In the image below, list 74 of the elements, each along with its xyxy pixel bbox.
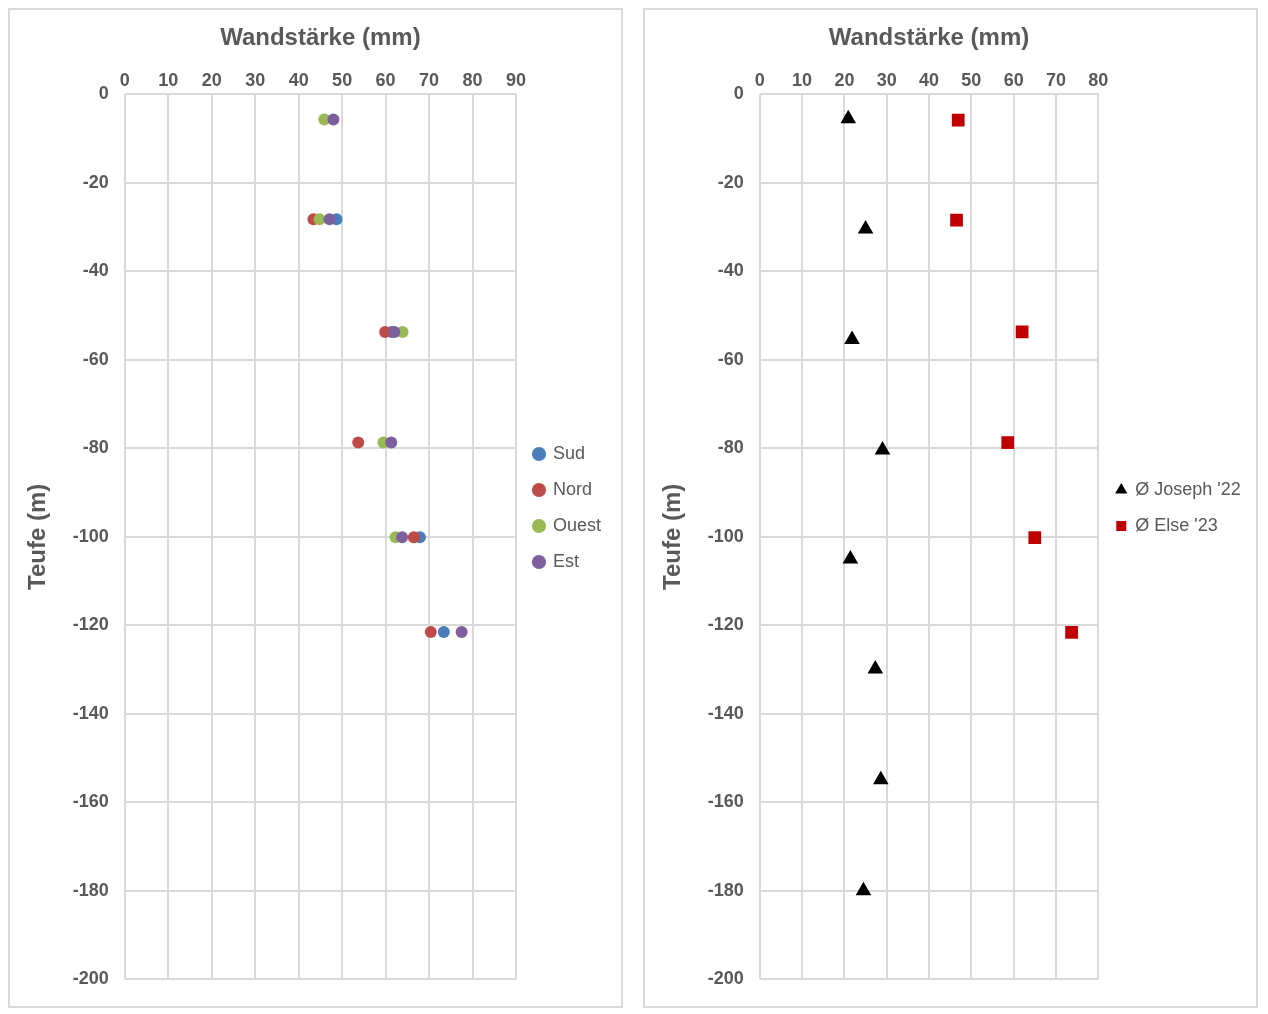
y-tick-label: -60 xyxy=(717,348,744,369)
x-tick-label: 10 xyxy=(158,69,179,90)
point xyxy=(323,213,336,226)
point xyxy=(842,549,859,564)
y-axis-title: Teufe (m) xyxy=(658,483,686,590)
y-tick-label: -100 xyxy=(707,525,744,546)
y-tick-label: -120 xyxy=(707,614,744,635)
legend-label: Ouest xyxy=(552,514,602,535)
point xyxy=(396,531,409,544)
y-tick-label: -60 xyxy=(82,348,109,369)
y-tick-label: -160 xyxy=(72,791,109,812)
point xyxy=(313,213,326,226)
point xyxy=(385,436,398,449)
y-tick-label: -20 xyxy=(717,171,744,192)
y-tick-label: -100 xyxy=(72,525,109,546)
x-tick-label: 50 xyxy=(332,69,353,90)
x-tick-label: 40 xyxy=(288,69,309,90)
x-tick-label: 30 xyxy=(245,69,266,90)
x-tick-label: 70 xyxy=(1045,69,1066,90)
y-tick-label: -180 xyxy=(707,879,744,900)
x-tick-label: 10 xyxy=(792,69,813,90)
point xyxy=(950,213,963,227)
point xyxy=(352,436,365,449)
point xyxy=(1065,625,1078,639)
y-tick-label: -180 xyxy=(72,879,109,900)
point xyxy=(455,625,468,638)
point xyxy=(840,109,857,124)
x-tick-label: 50 xyxy=(961,69,982,90)
y-tick-label: -140 xyxy=(707,702,744,723)
y-tick-label: -120 xyxy=(72,614,109,635)
x-tick-label: 60 xyxy=(1003,69,1024,90)
legend-label: Est xyxy=(552,550,579,571)
x-tick-label: 70 xyxy=(419,69,440,90)
point xyxy=(874,441,891,455)
point xyxy=(327,113,340,126)
y-axis-title: Teufe (m) xyxy=(23,483,51,590)
x-tick-label: 90 xyxy=(505,69,526,90)
point xyxy=(1028,531,1042,545)
x-tick-label: 30 xyxy=(876,69,897,90)
x-tick-label: 60 xyxy=(375,69,396,90)
y-tick-label: -80 xyxy=(717,437,744,458)
point xyxy=(437,625,450,638)
y-tick-label: -40 xyxy=(717,260,744,281)
point xyxy=(1001,436,1015,449)
y-tick-label: -200 xyxy=(707,968,744,989)
x-tick-label: 0 xyxy=(119,69,130,90)
y-tick-label: -160 xyxy=(707,791,744,812)
x-tick-label: 20 xyxy=(201,69,222,90)
point xyxy=(867,660,884,674)
point xyxy=(407,531,420,544)
point xyxy=(857,219,874,234)
x-axis-title: Wandstärke (mm) xyxy=(828,23,1030,51)
x-tick-label: 20 xyxy=(834,69,855,90)
x-axis-title: Wandstärke (mm) xyxy=(220,23,421,51)
y-tick-label: -140 xyxy=(72,702,109,723)
x-tick-label: 0 xyxy=(754,69,765,90)
x-tick-label: 80 xyxy=(1088,69,1109,90)
legend-label: Ø Joseph '22 xyxy=(1135,478,1241,499)
point xyxy=(873,770,889,785)
point xyxy=(855,881,872,896)
point xyxy=(844,330,860,344)
x-tick-label: 80 xyxy=(462,69,483,90)
y-tick-label: -200 xyxy=(72,968,109,989)
legend-label: Ø Else '23 xyxy=(1135,514,1218,535)
y-tick-label: -80 xyxy=(82,437,109,458)
y-tick-label: -20 xyxy=(82,171,109,192)
y-tick-label: 0 xyxy=(733,83,744,104)
y-tick-label: -40 xyxy=(82,260,109,281)
point xyxy=(424,625,437,638)
y-tick-label: 0 xyxy=(98,83,109,104)
x-tick-label: 40 xyxy=(919,69,940,90)
legend-label: Sud xyxy=(552,442,586,463)
point xyxy=(951,113,965,127)
legend-label: Nord xyxy=(552,478,592,499)
